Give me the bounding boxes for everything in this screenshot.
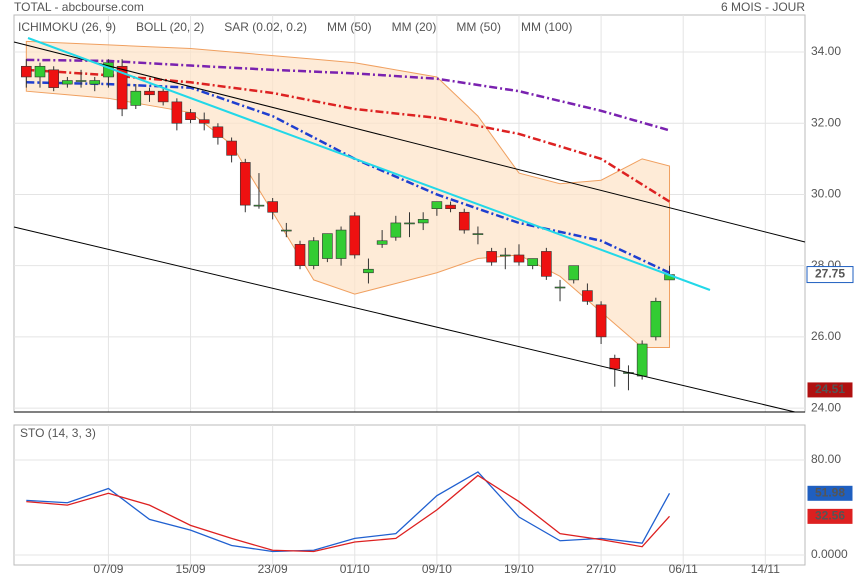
x-tick-label: 23/09: [258, 562, 288, 576]
candle-body: [62, 80, 73, 85]
candle-body: [308, 240, 320, 266]
trend-line: [13, 226, 796, 413]
candle-body: [75, 80, 87, 82]
candle-body: [144, 90, 155, 96]
value-badge-label: 24.51: [815, 382, 845, 396]
candle-body: [527, 258, 538, 266]
candle-body: [157, 90, 169, 103]
candle-body: [21, 65, 32, 78]
y-tick-label: 80.00: [811, 452, 841, 466]
candle-body: [404, 222, 415, 225]
x-tick-label: 27/10: [586, 562, 616, 576]
y-tick-label: 0.0000: [811, 547, 848, 561]
indicator-line: [26, 474, 670, 553]
candle-body: [281, 229, 292, 232]
candle-body: [130, 90, 142, 106]
candle-body: [431, 201, 443, 209]
candle-body: [89, 80, 101, 85]
x-tick-label: 09/10: [422, 562, 452, 576]
trend-line: [13, 41, 806, 243]
candle-body: [335, 229, 347, 259]
x-tick-label: 06/11: [669, 562, 698, 576]
candle-body: [34, 65, 46, 78]
candle-body: [499, 254, 511, 257]
value-badge: [806, 484, 854, 502]
candle-body: [363, 268, 374, 274]
indicator-line: [26, 471, 671, 553]
candle-body: [185, 112, 196, 120]
candle-body: [198, 119, 210, 124]
candle-body: [486, 251, 497, 263]
candle-body: [322, 233, 333, 259]
x-tick-label: 14/11: [751, 562, 780, 576]
candle-body: [253, 204, 265, 207]
value-badge: [806, 266, 854, 284]
candle-body: [541, 251, 552, 277]
y-tick-label: 32.00: [811, 115, 841, 129]
candle-body: [636, 343, 648, 377]
candle-body: [212, 126, 224, 138]
candle-body: [554, 286, 566, 289]
legend-entry: SAR (0.02, 0.2): [224, 20, 307, 34]
candle-body: [390, 222, 402, 238]
y-tick-label: 24.00: [811, 400, 841, 414]
legend-entry: BOLL (20, 2): [136, 20, 204, 34]
candle-body: [472, 233, 484, 235]
candle-body: [376, 240, 388, 245]
candle-body: [116, 65, 128, 110]
indicator-line: [26, 58, 670, 132]
candle-body: [171, 101, 183, 124]
candle-body: [595, 304, 607, 338]
sto-panel: [13, 424, 806, 566]
value-badge-label: 51.98: [815, 485, 845, 499]
header-period: 6 MOIS - JOUR: [721, 0, 805, 14]
candle-body: [48, 69, 59, 88]
legend-entry: MM (20): [392, 20, 437, 34]
x-tick-label: 19/10: [504, 562, 534, 576]
candle-body: [226, 140, 237, 156]
candle-body: [609, 357, 621, 370]
value-badge-label: 32.56: [815, 509, 845, 523]
candle-body: [568, 265, 580, 281]
indicator-line: [26, 68, 671, 203]
trend-line: [27, 37, 711, 291]
legend-entry: MM (100): [521, 20, 572, 34]
candle-body: [445, 204, 456, 209]
candle-body: [582, 290, 593, 302]
candle-body: [267, 201, 278, 213]
header-title: TOTAL - abcbourse.com: [14, 0, 144, 14]
value-badge-label: 27.75: [815, 267, 845, 281]
legend-entry: MM (50): [327, 20, 372, 34]
y-tick-label: 30.00: [811, 187, 841, 201]
candle-body: [513, 254, 525, 263]
candle-body: [458, 211, 470, 231]
candle-body: [239, 162, 251, 206]
y-tick-label: 26.00: [811, 329, 841, 343]
x-tick-label: 15/09: [176, 562, 206, 576]
y-tick-label: 34.00: [811, 44, 841, 58]
legend-entry: MM (50): [456, 20, 501, 34]
value-badge: [806, 381, 854, 399]
candle-body: [650, 300, 662, 338]
legend-entry: ICHIMOKU (26, 9): [18, 20, 116, 34]
sto-title: STO (14, 3, 3): [20, 426, 96, 440]
x-tick-label: 01/10: [340, 562, 370, 576]
value-badge: [806, 507, 854, 525]
candle-body: [294, 243, 306, 266]
candle-body: [417, 219, 429, 224]
x-tick-label: 07/09: [93, 562, 123, 576]
candle-body: [349, 215, 361, 256]
